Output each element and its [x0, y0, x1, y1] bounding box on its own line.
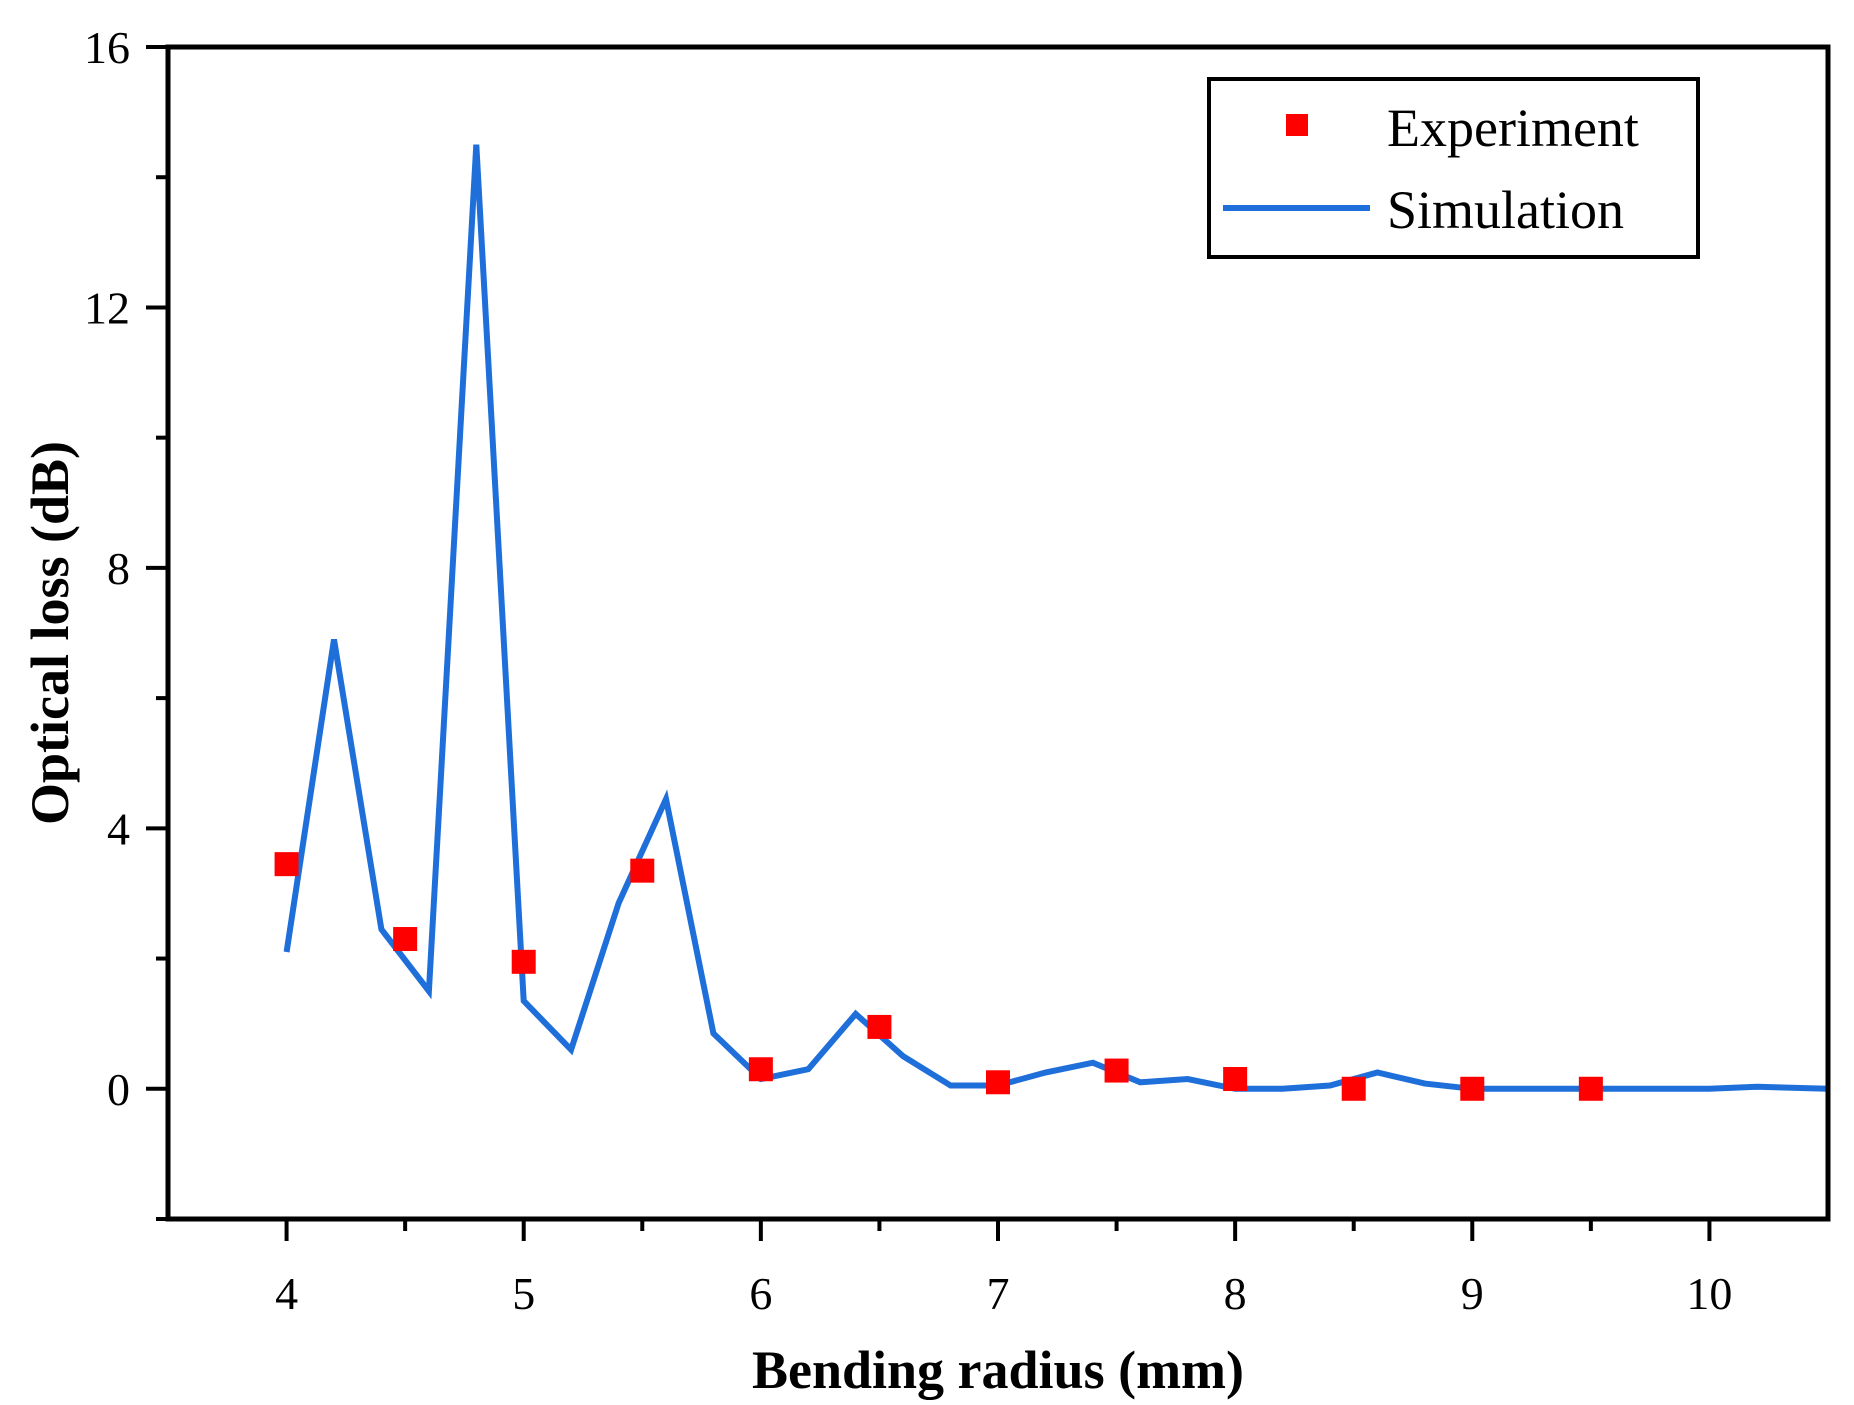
experiment-point	[1223, 1067, 1248, 1092]
y-tick-label-12: 12	[84, 282, 130, 333]
y-tick-label-16: 16	[84, 22, 130, 73]
legend: Experiment Simulation	[1207, 77, 1700, 259]
x-axis-title: Bending radius (mm)	[752, 1340, 1244, 1400]
experiment-point	[1341, 1076, 1366, 1101]
experiment-point	[1104, 1058, 1129, 1083]
x-tick-label-8: 8	[1224, 1268, 1247, 1319]
x-tick-label-7: 7	[987, 1268, 1010, 1319]
y-tick-label-0: 0	[107, 1064, 130, 1115]
y-tick-label-8: 8	[107, 543, 130, 594]
ticks-layer: 4 5 6 7 8 9 10 0 4 8 12 16	[84, 22, 1732, 1319]
y-tick-label-4: 4	[107, 803, 130, 854]
x-tick-label-10: 10	[1686, 1268, 1732, 1319]
legend-label-simulation: Simulation	[1387, 180, 1624, 240]
x-tick-label-5: 5	[512, 1268, 535, 1319]
experiment-point	[393, 927, 418, 952]
y-axis-title: Optical loss (dB)	[20, 441, 80, 825]
plot-frame	[165, 44, 1831, 1222]
experiment-point	[867, 1014, 892, 1039]
experiment-point	[986, 1070, 1010, 1095]
x-tick-label-4: 4	[275, 1268, 298, 1319]
x-tick-label-6: 6	[749, 1268, 772, 1319]
simulation-line	[283, 144, 1829, 1092]
experiment-point	[630, 858, 655, 883]
experiment-point	[748, 1057, 773, 1082]
legend-label-experiment: Experiment	[1387, 98, 1639, 158]
legend-marker-experiment	[1286, 114, 1308, 136]
experiment-point	[1460, 1076, 1485, 1101]
experiment-point	[274, 852, 299, 877]
x-tick-label-9: 9	[1461, 1268, 1484, 1319]
experiment-point	[1578, 1076, 1603, 1101]
legend-box	[1207, 77, 1700, 259]
experiment-point	[511, 949, 536, 974]
marks-layer	[274, 144, 1829, 1101]
